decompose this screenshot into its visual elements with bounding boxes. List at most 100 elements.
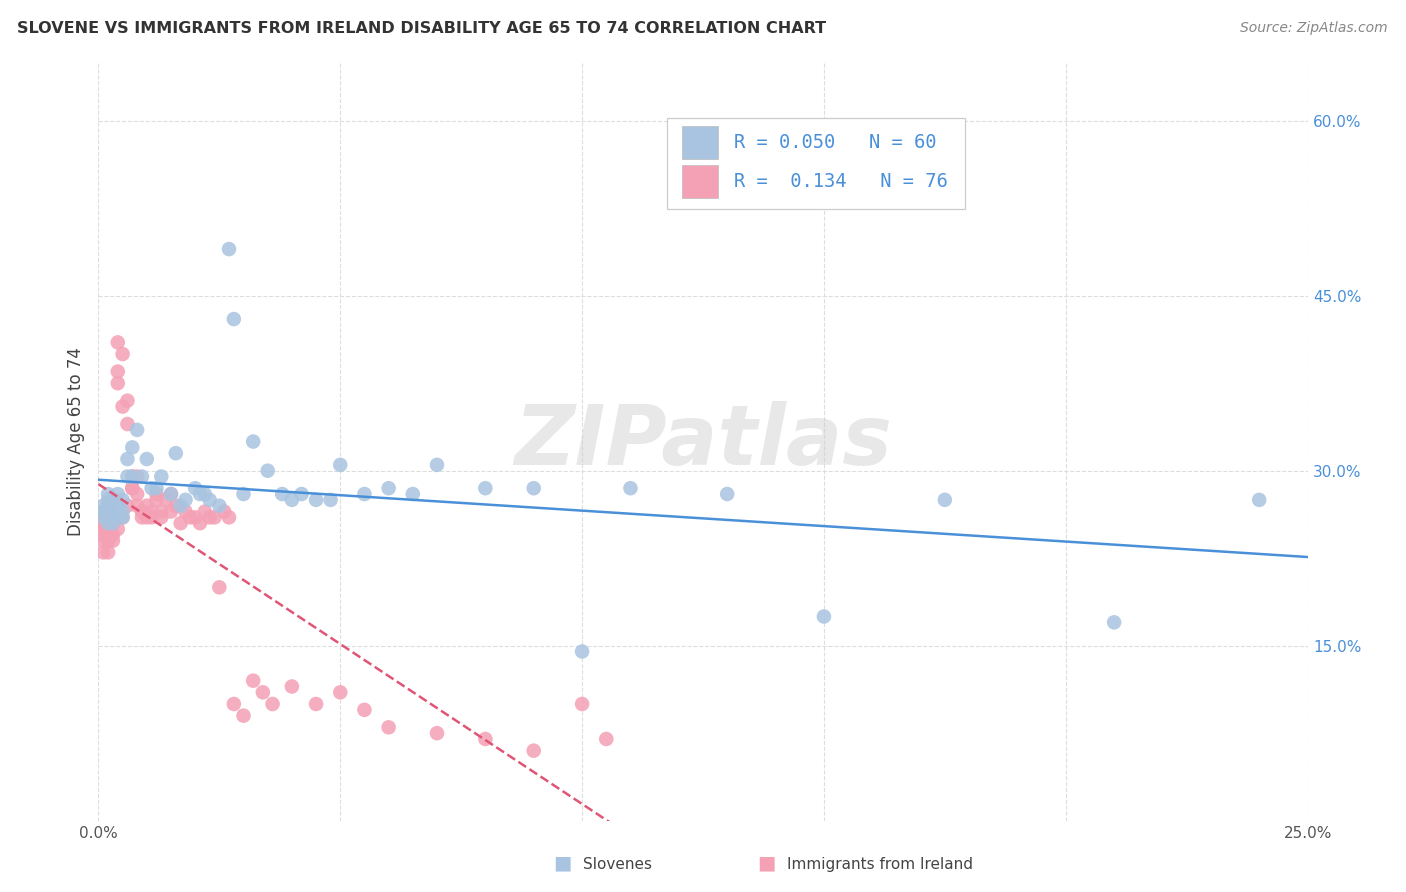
Point	[198, 492, 221, 507]
Y-axis label: Disability Age 65 to 74: Disability Age 65 to 74	[66, 347, 84, 536]
Point	[1102, 615, 1125, 630]
Point	[91, 528, 114, 542]
Point	[117, 393, 139, 408]
Point	[252, 685, 274, 699]
Point	[290, 487, 312, 501]
Point	[107, 335, 129, 350]
Point	[160, 504, 183, 518]
Point	[127, 499, 149, 513]
Point	[97, 510, 120, 524]
Point	[101, 516, 124, 531]
Point	[91, 516, 114, 531]
Point	[111, 492, 134, 507]
Point	[198, 510, 221, 524]
Point	[165, 446, 187, 460]
Point	[131, 510, 153, 524]
Point	[619, 481, 641, 495]
Point	[208, 580, 231, 594]
Point	[174, 492, 197, 507]
Point	[571, 697, 593, 711]
Text: Slovenes: Slovenes	[583, 857, 652, 872]
Point	[97, 492, 120, 507]
Point	[107, 522, 129, 536]
Text: ■: ■	[756, 854, 776, 872]
Text: R = 0.050   N = 60: R = 0.050 N = 60	[734, 133, 936, 153]
Point	[91, 499, 114, 513]
Text: Immigrants from Ireland: Immigrants from Ireland	[787, 857, 973, 872]
Point	[281, 492, 304, 507]
Point	[218, 242, 240, 256]
Point	[169, 516, 191, 531]
Point	[426, 458, 449, 472]
Point	[101, 510, 124, 524]
Point	[107, 365, 129, 379]
Point	[111, 400, 134, 414]
Point	[97, 504, 120, 518]
Point	[97, 487, 120, 501]
Point	[91, 504, 114, 518]
Point	[135, 510, 157, 524]
Point	[262, 697, 284, 711]
Point	[377, 720, 399, 734]
Point	[101, 492, 124, 507]
Point	[97, 545, 120, 559]
Point	[141, 481, 163, 495]
Point	[127, 469, 149, 483]
Point	[101, 499, 124, 513]
Point	[91, 516, 114, 531]
Point	[145, 487, 167, 501]
Point	[160, 487, 183, 501]
Point	[1249, 492, 1271, 507]
Point	[305, 697, 328, 711]
Point	[135, 452, 157, 467]
Point	[474, 481, 496, 495]
Text: R =  0.134   N = 76: R = 0.134 N = 76	[734, 172, 948, 191]
Point	[141, 504, 163, 518]
Point	[117, 499, 139, 513]
Point	[97, 533, 120, 548]
Point	[117, 469, 139, 483]
Point	[97, 516, 120, 531]
Point	[271, 487, 294, 501]
Point	[188, 487, 211, 501]
Point	[329, 685, 352, 699]
Point	[353, 703, 375, 717]
Point	[97, 516, 120, 531]
Point	[150, 504, 173, 518]
Point	[91, 533, 114, 548]
Point	[135, 499, 157, 513]
Point	[101, 510, 124, 524]
Point	[107, 499, 129, 513]
Point	[232, 487, 254, 501]
Point	[121, 469, 143, 483]
Point	[127, 487, 149, 501]
Point	[218, 510, 240, 524]
Point	[150, 510, 173, 524]
Point	[184, 510, 207, 524]
Point	[204, 510, 226, 524]
Point	[111, 504, 134, 518]
Point	[150, 469, 173, 483]
Point	[91, 504, 114, 518]
Point	[319, 492, 342, 507]
Point	[426, 726, 449, 740]
Point	[107, 376, 129, 391]
Point	[934, 492, 956, 507]
Point	[117, 452, 139, 467]
Point	[208, 499, 231, 513]
Point	[121, 469, 143, 483]
Point	[117, 417, 139, 431]
Point	[141, 510, 163, 524]
Point	[194, 504, 217, 518]
Point	[101, 516, 124, 531]
Point	[165, 499, 187, 513]
Point	[160, 487, 183, 501]
Point	[523, 481, 546, 495]
Point	[111, 510, 134, 524]
Point	[155, 492, 177, 507]
Point	[716, 487, 738, 501]
Point	[194, 487, 217, 501]
Point	[402, 487, 425, 501]
Point	[145, 492, 167, 507]
Point	[174, 504, 197, 518]
